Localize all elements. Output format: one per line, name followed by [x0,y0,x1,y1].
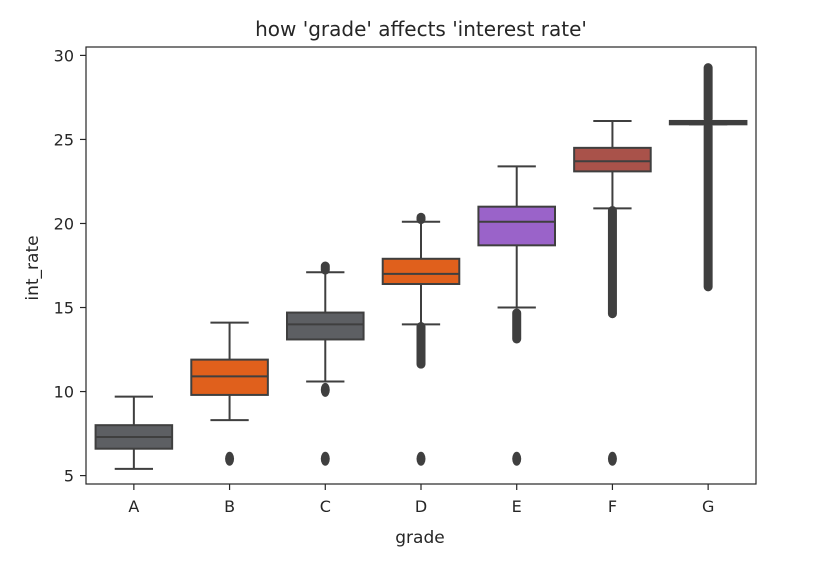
y-tick-label: 5 [64,467,74,486]
x-tick-label: E [512,497,522,516]
outlier-cluster [320,261,330,275]
y-tick-label: 20 [54,214,74,233]
outlier-cluster [703,121,713,292]
box-D [381,257,461,285]
outlier-cluster [416,212,426,225]
box-E [477,205,556,247]
outlier-point [225,451,235,466]
chart-title: how 'grade' affects 'interest rate' [255,17,587,41]
box-C [286,311,365,341]
x-tick-label: D [415,497,427,516]
box-F [573,146,652,173]
y-tick-label: 10 [54,383,74,402]
outlier-point [320,451,330,466]
outlier-point [416,451,426,466]
x-tick-label: A [128,497,139,516]
outlier-cluster [416,322,426,369]
outlier-cluster [703,63,713,124]
plot-area: 5 10 15 20 25 30 A B C D E F G [54,46,757,516]
y-axis-label: int_rate [23,235,43,300]
outlier-cluster [607,206,617,319]
outlier-point [320,382,330,397]
x-tick-label: G [702,497,714,516]
x-tick-label: C [320,497,331,516]
x-tick-label: B [224,497,235,516]
y-tick-label: 15 [54,299,74,318]
y-tick-label: 30 [54,46,74,65]
outlier-point [512,451,522,466]
x-tick-label: F [608,497,617,516]
y-tick-label: 25 [54,130,74,149]
x-axis-label: grade [395,528,444,548]
outlier-cluster [512,308,522,344]
outlier-point [607,451,617,466]
